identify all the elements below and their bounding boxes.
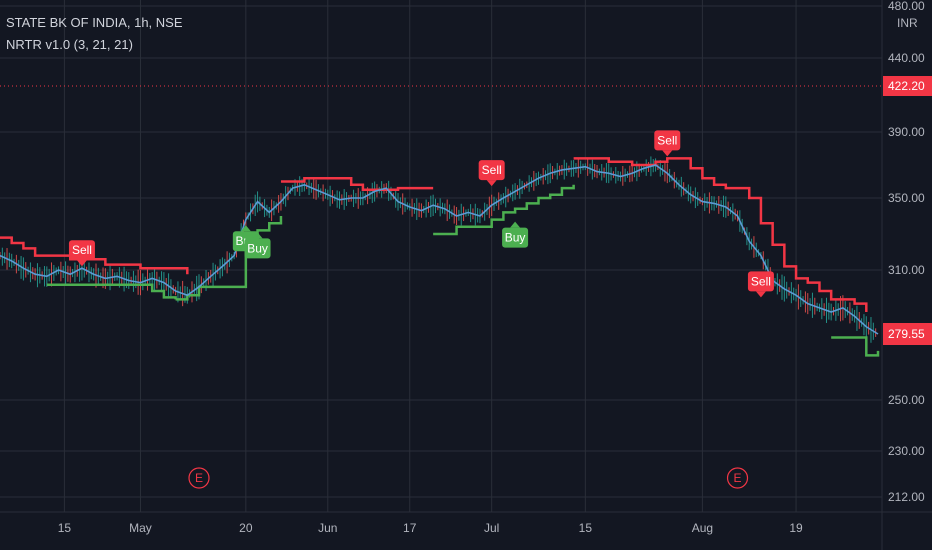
signal-box bbox=[654, 130, 681, 151]
price-tick-label: 212.00 bbox=[888, 490, 925, 504]
signal-label: Sell bbox=[72, 243, 92, 257]
price-axis[interactable]: 480.00 440.00 390.00 350.00 310.00 250.00 230.… bbox=[883, 0, 932, 504]
signal-box bbox=[68, 240, 95, 261]
signal-buy: Buy bbox=[502, 221, 529, 248]
price-tick-label: 310.00 bbox=[888, 263, 925, 277]
earnings-label: E bbox=[195, 471, 203, 485]
earnings-label: E bbox=[734, 471, 742, 485]
time-tick-label: Aug bbox=[692, 521, 713, 535]
signal-pointer bbox=[252, 232, 263, 239]
signal-pointer bbox=[76, 260, 87, 267]
signal-label: Buy bbox=[505, 231, 526, 245]
time-tick-label: 20 bbox=[239, 521, 253, 535]
signal-pointer bbox=[240, 225, 251, 232]
indicator-title[interactable]: NRTR v1.0 (3, 21, 21) bbox=[6, 37, 133, 52]
currency-label: INR bbox=[897, 16, 918, 30]
signal-pointer bbox=[486, 180, 497, 187]
price-tick-label: 440.00 bbox=[888, 51, 925, 65]
signal-pointer bbox=[755, 291, 766, 298]
time-axis[interactable]: 15 May 20 Jun 17 Jul 15 Aug 19 bbox=[0, 511, 932, 535]
time-tick-label: 19 bbox=[789, 521, 803, 535]
time-tick-label: 17 bbox=[403, 521, 417, 535]
signal-buy: Buy bbox=[244, 232, 271, 259]
earnings-circle bbox=[726, 467, 749, 489]
signal-sell: Sell bbox=[747, 271, 774, 298]
last-price-label: 279.55 bbox=[888, 327, 925, 341]
price-tick-label: 350.00 bbox=[888, 191, 925, 205]
signal-sell: Sell bbox=[68, 240, 95, 267]
price-tick-label: 230.00 bbox=[888, 444, 925, 458]
signal-label: Sell bbox=[657, 133, 677, 147]
legend: STATE BK OF INDIA, 1h, NSE NRTR v1.0 (3,… bbox=[6, 12, 183, 56]
reference-price-tag bbox=[883, 76, 932, 96]
last-price-tag bbox=[883, 323, 932, 345]
symbol-title[interactable]: STATE BK OF INDIA, 1h, NSE bbox=[6, 15, 183, 30]
nrtr-lines bbox=[0, 157, 880, 357]
nrtr-bear-line bbox=[573, 157, 868, 313]
price-tick-label: 390.00 bbox=[888, 125, 925, 139]
time-tick-label: Jun bbox=[318, 521, 337, 535]
signal-sell: Sell bbox=[478, 160, 505, 187]
nrtr-bull-line bbox=[175, 216, 283, 301]
time-tick-label: May bbox=[129, 521, 152, 535]
price-tick-label: 480.00 bbox=[888, 0, 925, 13]
price-tick-label: 250.00 bbox=[888, 393, 925, 407]
signal-box bbox=[747, 271, 774, 292]
nrtr-bull-line bbox=[433, 184, 575, 236]
signal-box bbox=[244, 238, 271, 259]
candles bbox=[0, 156, 877, 343]
signal-box bbox=[478, 160, 505, 181]
signal-pointer bbox=[662, 150, 673, 157]
grid bbox=[0, 0, 882, 512]
nrtr-bull-line bbox=[831, 336, 880, 357]
earnings-marker: E bbox=[188, 467, 210, 489]
nrtr-bear-line bbox=[280, 176, 434, 191]
reference-price-label: 422.20 bbox=[888, 79, 925, 93]
earnings-circle bbox=[188, 467, 210, 489]
time-tick-label: 15 bbox=[58, 521, 72, 535]
earnings-marker: E bbox=[726, 467, 749, 489]
price-line bbox=[0, 164, 879, 335]
nrtr-bull-line bbox=[46, 283, 177, 300]
signal-label: Buy bbox=[247, 241, 268, 255]
signal-label: Sell bbox=[482, 163, 502, 177]
signal-labels: SellBuyBuySellBuySellSell bbox=[68, 130, 774, 298]
time-tick-label: Jul bbox=[484, 521, 499, 535]
signal-box bbox=[502, 227, 529, 248]
signal-sell: Sell bbox=[654, 130, 681, 157]
signal-pointer bbox=[510, 221, 521, 228]
signal-label: Sell bbox=[751, 274, 771, 288]
time-tick-label: 15 bbox=[579, 521, 593, 535]
